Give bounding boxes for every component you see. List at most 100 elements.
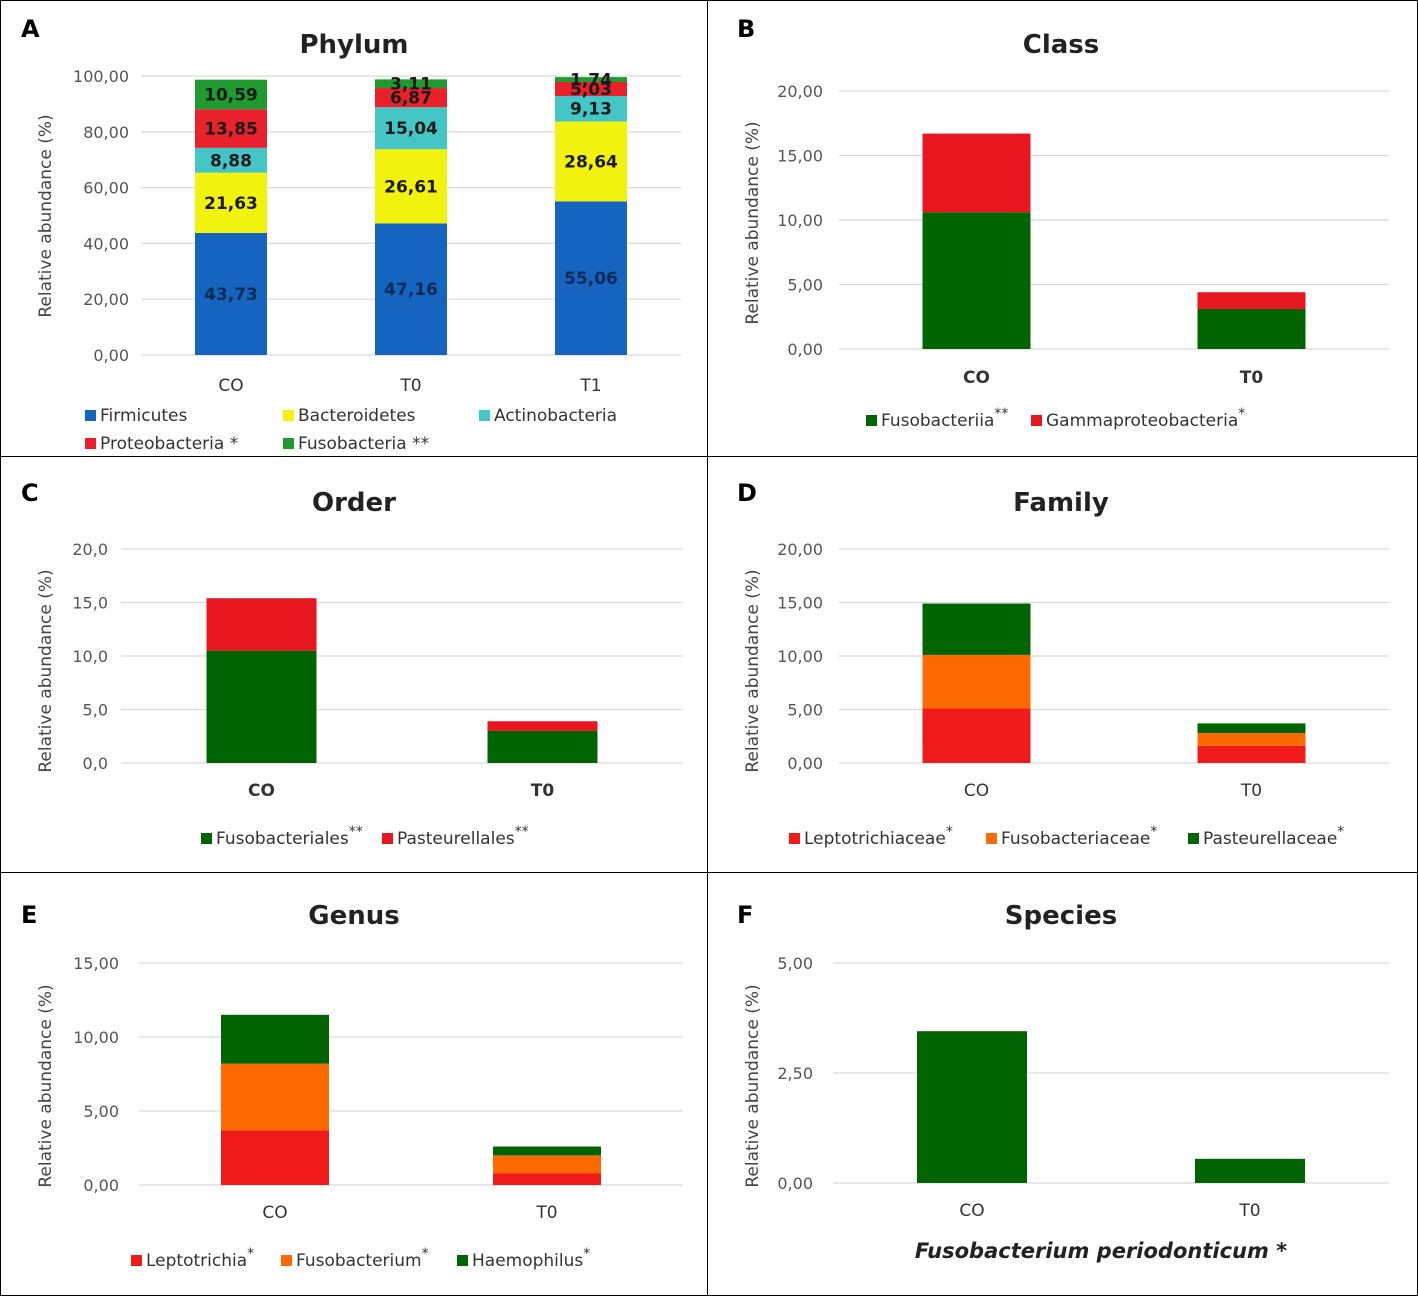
chart-species: F Species Relative abundance (%) 0,00 2,50 5,… [737,901,1389,1263]
legend-swatch-pasteurellales [382,833,393,844]
y-tick-label: 5,00 [787,276,823,295]
legend-swatch-fusobacteriales [201,833,212,844]
y-tick-label: 40,00 [83,234,129,253]
data-label-t1-bacteroidetes: 28,64 [564,152,618,172]
legend-label-leptotrichia: Leptotrichia* [146,1246,254,1271]
x-category-label: CO [963,368,990,388]
legend-significance-mark: * [946,824,953,840]
bar-t0-gammaproteobacteria [1197,292,1306,310]
legend-swatch-leptotrichiaceae [789,833,800,844]
bar-t0-pasteurellaceae [1197,723,1306,734]
family-title: Family [1013,488,1109,518]
order-y-axis-label: Relative abundance (%) [36,569,56,772]
bar-t0-fusobacteria [375,79,447,89]
x-category-label: T0 [1238,1201,1260,1221]
y-tick-label: 5,0 [83,701,108,720]
bar-t0-leptotrichia [493,1173,601,1185]
phylum-y-axis-label: Relative abundance (%) [36,114,56,317]
legend-swatch-leptotrichia [131,1255,142,1266]
legend-swatch-bacteroidetes [283,410,294,421]
order-title: Order [312,488,396,518]
genus-y-axis-label: Relative abundance (%) [36,984,56,1187]
bar-t0-actinobacteria [375,107,447,150]
legend-label-fusobacterium: Fusobacterium* [296,1246,429,1271]
bar-t0-leptotrichiaceae [1197,745,1306,763]
phylum-title: Phylum [299,30,408,60]
y-tick-label: 0,00 [787,754,823,773]
legend-significance-mark: * [1337,824,1344,840]
legend-label-actinobacteria: Actinobacteria [494,406,617,426]
bar-t0-haemophilus [493,1146,601,1156]
x-category-label: T0 [535,1203,557,1223]
y-tick-label: 0,00 [787,340,823,359]
data-label-t0-fusobacteria: 3,11 [390,75,432,95]
species-title: Species [1005,901,1117,931]
data-label-t0-firmicutes: 47,16 [384,280,438,300]
y-tick-label: 0,00 [777,1174,813,1193]
class-y-axis-label: Relative abundance (%) [743,121,763,324]
data-label-co-actinobacteria: 8,88 [210,151,252,171]
legend-swatch-pasteurellaceae [1188,833,1199,844]
bar-co-gammaproteobacteria [922,133,1031,213]
species-caption: Fusobacterium periodonticum * [915,1239,1287,1263]
chart-class: B Class Relative abundance (%) 0,00 5,00 10,0… [737,15,1389,431]
legend-significance-mark: * [583,1246,590,1262]
legend-label-fusobacteriales: Fusobacteriales** [216,824,363,849]
x-category-label: CO [248,781,275,801]
family-y-axis-label: Relative abundance (%) [743,569,763,772]
y-tick-label: 20,00 [777,82,823,101]
panel-letter: D [737,479,757,507]
legend-significance-mark: * [422,1246,429,1262]
y-tick-label: 15,00 [777,594,823,613]
bar-t0-proteobacteria [375,88,447,108]
y-tick-label: 15,0 [72,594,108,613]
y-tick-label: 20,00 [83,290,129,309]
x-category-label: CO [959,1201,984,1221]
chart-family: D Family Relative abundance (%) 0,00 5,00 10,… [737,479,1389,849]
bar-co-haemophilus [221,1014,329,1064]
class-title: Class [1023,30,1100,60]
panel-letter: E [21,901,37,929]
legend-label-bacteroidetes: Bacteroidetes [298,406,416,426]
panel-e-genus: E Genus Relative abundance (%) 0,00 5,00 10,0… [0,872,710,1296]
legend-significance-mark: * [247,1246,254,1262]
legend-swatch-fusobacterium [281,1255,292,1266]
x-category-label: T0 [1240,368,1264,388]
legend-swatch-proteobacteria [85,438,96,449]
bar-t0-fusobacterium [493,1155,601,1174]
y-tick-label: 10,0 [72,647,108,666]
bar-t0-fusobacteriia [1197,309,1306,349]
legend-swatch-gammaproteobacteria [1031,415,1042,426]
y-tick-label: 15,00 [777,147,823,166]
bar-co-fusobacterium [221,1063,329,1131]
panel-c-order: C Order Relative abundance (%) 0,0 5,0 10,0 15… [0,456,710,875]
legend-swatch-fusobacteria [283,438,294,449]
panel-letter: F [737,901,753,929]
bar-co-leptotrichia [221,1130,329,1185]
legend-label-fusobacteriia: Fusobacteriia** [881,406,1008,431]
y-tick-label: 15,00 [73,954,119,973]
y-tick-label: 0,0 [83,754,108,773]
y-tick-label: 10,00 [73,1028,119,1047]
data-label-co-proteobacteria: 13,85 [204,120,258,140]
bar-t0-firmicutes [375,223,447,355]
panel-f-species: F Species Relative abundance (%) 0,00 2,50 5,… [707,872,1418,1296]
legend-swatch-fusobacteriaceae [986,833,997,844]
x-category-label: CO [262,1203,287,1223]
legend-label-pasteurellaceae: Pasteurellaceae* [1203,824,1344,849]
data-label-co-bacteroidetes: 21,63 [204,194,258,214]
x-category-label: T1 [579,376,601,396]
legend-label-proteobacteria: Proteobacteria * [100,434,238,454]
panel-d-family: D Family Relative abundance (%) 0,00 5,00 10,… [707,456,1418,875]
bar-co-firmicutes [195,232,267,355]
bar-co-fusobacteria [195,79,267,110]
y-tick-label: 20,00 [777,540,823,559]
bar-t0-fusobacteriaceae [1197,733,1306,746]
chart-phylum: A Phylum Relative abundance (%) 0,00 20,00 40… [21,15,681,454]
y-tick-label: 5,00 [777,954,813,973]
data-label-t0-bacteroidetes: 26,61 [384,177,438,197]
bar-t1-fusobacteria [555,77,627,82]
bar-co-proteobacteria [195,109,267,148]
legend-swatch-firmicutes [85,410,96,421]
